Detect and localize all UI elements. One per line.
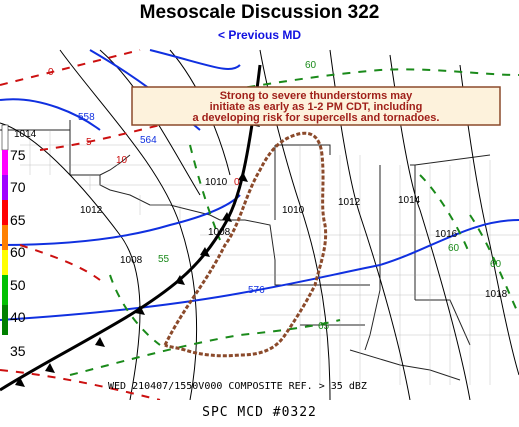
dewpoint-label: 60 (305, 60, 317, 71)
height-label: 558 (78, 112, 95, 123)
callout-line-3: a developing risk for supercells and tor… (193, 112, 440, 124)
legend-value-60: 60 (10, 244, 26, 260)
isobar-label: 1018 (485, 289, 508, 300)
dewpoint-labels: 60 55 60 60 65 (158, 60, 502, 332)
legend-value-50: 50 (10, 277, 26, 293)
temperature-label: 0 (48, 67, 54, 78)
temperature-label: 10 (116, 155, 128, 166)
isobar-labels: 1014 1012 1010 1008 1008 1010 1012 1014 … (14, 129, 508, 300)
previous-md-link[interactable]: < Previous MD (217, 28, 302, 42)
dewpoint-label: 55 (158, 254, 170, 265)
isobar-label: 1008 (208, 227, 231, 238)
legend-value-40: 40 (10, 309, 26, 325)
isobar-label: 1016 (435, 229, 458, 240)
height-label: 576 (248, 285, 265, 296)
isobar-label: 1014 (14, 129, 37, 140)
legend-value-70: 70 (10, 179, 26, 195)
county-grid (20, 130, 519, 385)
dewpoint-label: 65 (318, 321, 330, 332)
isobar-label: 1008 (120, 255, 143, 266)
height-labels: 558 564 576 (78, 112, 265, 296)
reflectivity-legend (1, 124, 9, 335)
isobar-label: 1012 (338, 197, 361, 208)
page-title: Mesoscale Discussion 322 (139, 2, 380, 23)
callout-line-2: initiate as early as 1-2 PM CDT, includi… (210, 101, 423, 113)
temperature-label: 0 (234, 177, 240, 188)
callout-line-1: Strong to severe thunderstorms may (220, 90, 413, 102)
map-timestamp-caption: WED 210407/1550V000 COMPOSITE REF. > 35 … (108, 381, 367, 392)
height-label: 564 (140, 135, 157, 146)
forecast-callout: Strong to severe thunderstorms may initi… (131, 86, 501, 126)
legend-value-35: 35 (10, 343, 26, 359)
dewpoint-label: 60 (448, 243, 460, 254)
legend-value-75: 75 (10, 147, 26, 163)
md-outline (163, 131, 328, 358)
dewpoint-label: 60 (490, 259, 502, 270)
isobar-label: 1012 (80, 205, 103, 216)
legend-value-labels: 75 70 65 60 50 40 35 (10, 147, 26, 359)
isobar-label: 1014 (398, 195, 421, 206)
isobar-label: 1010 (282, 205, 305, 216)
footer-label: SPC MCD #0322 (202, 405, 317, 420)
legend-value-65: 65 (10, 212, 26, 228)
md-map: 75 70 65 60 50 40 35 1014 1012 1010 1008… (0, 45, 519, 400)
temperature-contours (0, 49, 161, 400)
temperature-labels: 0 5 10 0 (48, 67, 240, 188)
isobar-label: 1010 (205, 177, 228, 188)
temperature-label: 5 (86, 137, 92, 148)
